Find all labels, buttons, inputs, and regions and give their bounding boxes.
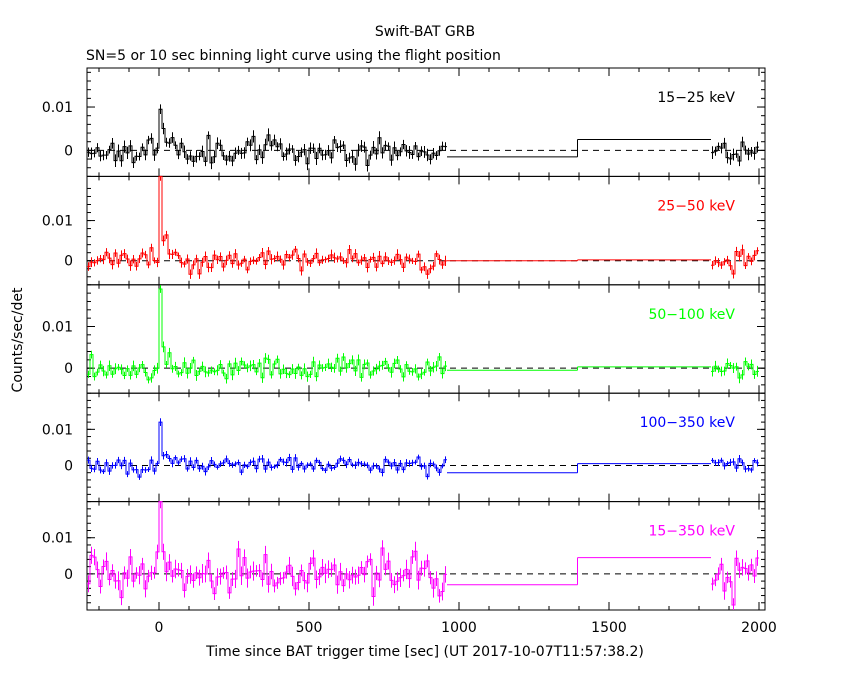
y-tick-label: 0 [64,361,73,377]
light-curve-line [87,421,447,478]
y-tick-label: 0 [64,567,73,583]
panel-frame [86,501,766,611]
panel-15-25-kev: 0 0.01 15−25 keV [42,67,766,177]
x-tick-label: 0 [155,620,164,636]
y-tick-label: 0.01 [42,422,73,438]
x-tick-label: 1500 [591,620,627,636]
band-label: 25−50 keV [657,198,735,214]
band-label: 50−100 keV [648,307,735,323]
y-tick-label: 0.01 [42,100,73,116]
light-curve-line [87,175,447,275]
panel-15-350-kev: 0 0.01 15−350 keV [42,501,766,611]
band-label: 15−25 keV [657,90,735,106]
y-axis-label: Counts/sec/det [10,287,26,392]
chart-subtitle: SN=5 or 10 sec binning light curve using… [86,48,501,64]
panel-100-350-kev: 0 0.01 100−350 keV [42,392,766,503]
light-curve-line [711,557,759,606]
panel-frame [86,67,766,177]
y-tick-label: 0.01 [42,319,73,335]
light-curve-line [87,108,447,166]
light-curve-line [711,249,759,275]
y-tick-label: 0 [64,254,73,270]
x-axis-label: Time since BAT trigger time [sec] (UT 20… [205,644,644,660]
panel-50-100-kev: 0 0.01 50−100 keV [42,284,766,394]
x-tick-label: 1000 [441,620,477,636]
y-tick-label: 0.01 [42,531,73,547]
light-curve-line [87,288,447,381]
light-curve-line [711,361,759,379]
x-tick-label: 2000 [741,620,777,636]
y-tick-label: 0 [64,143,73,159]
x-tick-label: 500 [296,620,323,636]
light-curve-line [711,458,759,471]
panel-frame [86,392,766,503]
y-tick-label: 0.01 [42,214,73,230]
panel-25-50-kev: 0 0.01 25−50 keV [42,175,766,286]
panels-group: 0 0.01 15−25 keV 0 0.01 25−50 keV 0 0.01 50−100 … [42,67,777,636]
error-bars [88,104,758,172]
light-curve-line [87,501,447,599]
band-label: 100−350 keV [640,415,736,431]
band-label: 15−350 keV [648,524,735,540]
chart-title: Swift-BAT GRB [375,24,475,40]
panel-frame [86,284,766,394]
error-bars [88,501,758,610]
y-tick-label: 0 [64,458,73,474]
light-curve-line [711,141,759,162]
